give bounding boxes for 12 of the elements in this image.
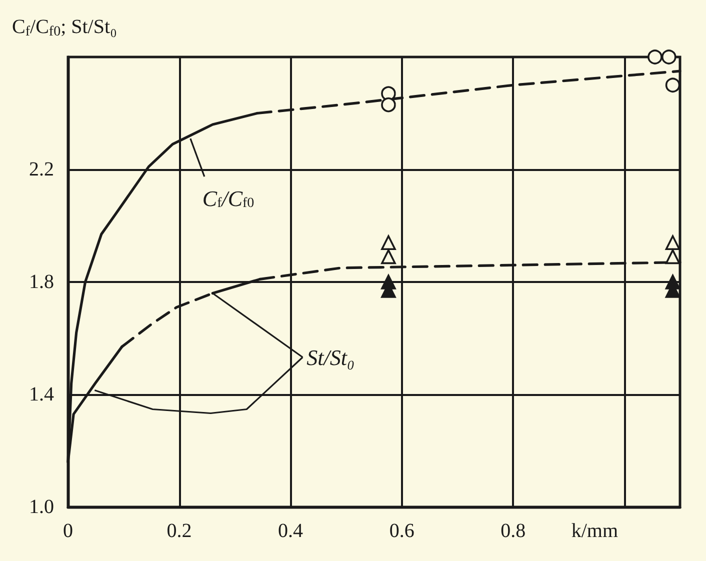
y-tick-label: 1.8 — [29, 271, 54, 293]
y-tick-label: 2.2 — [29, 158, 54, 180]
x-tick-label: 0.4 — [278, 520, 304, 542]
y-tick-label: 1.4 — [29, 384, 54, 406]
y-tick-label: 1.0 — [29, 496, 54, 518]
x-axis-title: k/mm — [571, 520, 618, 542]
x-tick-label: 0.6 — [389, 520, 414, 542]
annotation: Cf/Cf0 — [202, 186, 254, 212]
x-tick-label: 0 — [63, 520, 73, 542]
x-tick-label: 0.2 — [166, 520, 192, 542]
annotation: St/St₀ — [306, 344, 355, 370]
x-tick-label: 0.8 — [500, 520, 526, 542]
